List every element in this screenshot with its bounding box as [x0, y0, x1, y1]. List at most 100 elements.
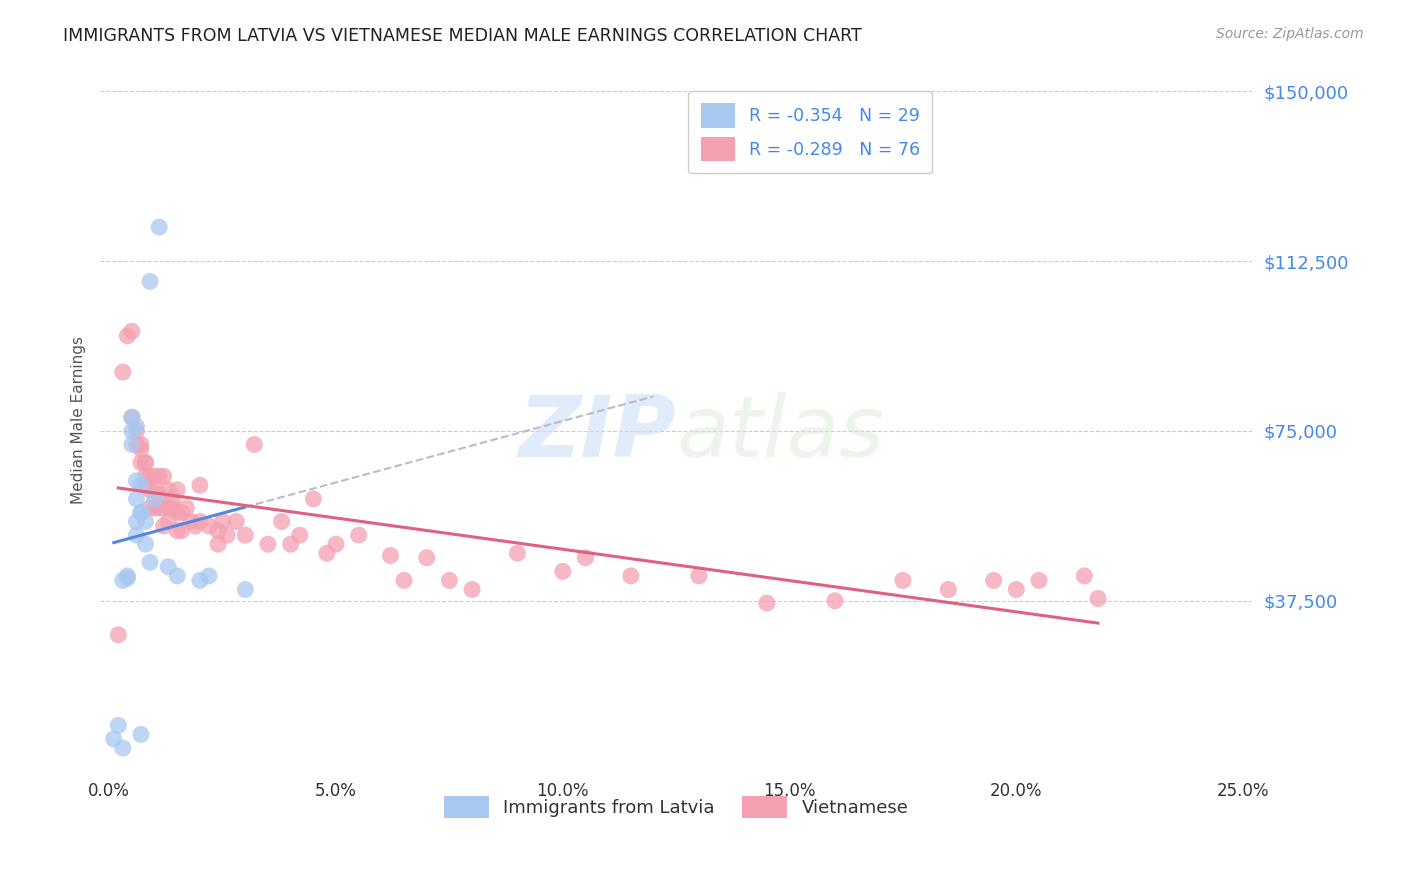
Point: [170, 506, 193, 520]
Point: [157, 483, 180, 497]
Point: [257, 537, 280, 551]
Point: [129, 456, 152, 470]
Point: [143, 469, 166, 483]
Point: [125, 474, 148, 488]
Point: [129, 506, 152, 520]
Point: [121, 437, 143, 451]
Point: [107, 718, 129, 732]
Point: [152, 469, 174, 483]
Point: [207, 524, 229, 538]
Point: [824, 594, 846, 608]
Point: [125, 419, 148, 434]
Point: [392, 574, 415, 588]
Point: [148, 469, 170, 483]
Point: [983, 574, 1005, 588]
Point: [347, 528, 370, 542]
Point: [152, 519, 174, 533]
Point: [688, 569, 710, 583]
Point: [117, 328, 139, 343]
Point: [143, 500, 166, 515]
Point: [107, 628, 129, 642]
Point: [143, 483, 166, 497]
Point: [225, 515, 247, 529]
Point: [166, 569, 188, 583]
Point: [129, 727, 152, 741]
Point: [152, 500, 174, 515]
Point: [280, 537, 302, 551]
Point: [148, 220, 170, 235]
Point: [176, 500, 198, 515]
Point: [134, 456, 156, 470]
Point: [157, 515, 180, 529]
Point: [180, 515, 202, 529]
Point: [755, 596, 778, 610]
Point: [129, 506, 152, 520]
Point: [134, 515, 156, 529]
Point: [125, 437, 148, 451]
Point: [551, 565, 574, 579]
Point: [506, 546, 529, 560]
Point: [121, 410, 143, 425]
Point: [166, 483, 188, 497]
Point: [103, 731, 125, 746]
Point: [129, 442, 152, 456]
Point: [129, 437, 152, 451]
Point: [243, 437, 266, 451]
Point: [207, 537, 229, 551]
Point: [125, 424, 148, 438]
Point: [117, 569, 139, 583]
Text: Source: ZipAtlas.com: Source: ZipAtlas.com: [1216, 27, 1364, 41]
Point: [166, 506, 188, 520]
Point: [121, 324, 143, 338]
Point: [134, 478, 156, 492]
Point: [270, 515, 292, 529]
Point: [188, 574, 211, 588]
Point: [129, 478, 152, 492]
Point: [936, 582, 959, 597]
Point: [143, 491, 166, 506]
Point: [139, 275, 162, 289]
Point: [461, 582, 484, 597]
Point: [1073, 569, 1095, 583]
Point: [1005, 582, 1028, 597]
Point: [188, 478, 211, 492]
Point: [233, 528, 256, 542]
Text: ZIP: ZIP: [519, 392, 676, 475]
Point: [125, 528, 148, 542]
Point: [139, 555, 162, 569]
Point: [217, 528, 239, 542]
Point: [316, 546, 339, 560]
Point: [125, 491, 148, 506]
Point: [574, 550, 596, 565]
Point: [125, 515, 148, 529]
Point: [188, 515, 211, 529]
Point: [1087, 591, 1109, 606]
Point: [439, 574, 461, 588]
Y-axis label: Median Male Earnings: Median Male Earnings: [72, 335, 86, 504]
Point: [157, 559, 180, 574]
Text: IMMIGRANTS FROM LATVIA VS VIETNAMESE MEDIAN MALE EARNINGS CORRELATION CHART: IMMIGRANTS FROM LATVIA VS VIETNAMESE MED…: [63, 27, 862, 45]
Point: [198, 519, 221, 533]
Point: [288, 528, 311, 542]
Point: [325, 537, 347, 551]
Point: [162, 500, 184, 515]
Point: [111, 741, 134, 756]
Text: atlas: atlas: [676, 392, 884, 475]
Point: [380, 549, 402, 563]
Point: [233, 582, 256, 597]
Point: [111, 365, 134, 379]
Point: [166, 524, 188, 538]
Point: [170, 524, 193, 538]
Point: [1028, 574, 1050, 588]
Point: [184, 519, 207, 533]
Point: [111, 574, 134, 588]
Point: [162, 491, 184, 506]
Point: [620, 569, 643, 583]
Point: [139, 469, 162, 483]
Point: [121, 410, 143, 425]
Point: [157, 500, 180, 515]
Point: [139, 500, 162, 515]
Point: [134, 456, 156, 470]
Legend: Immigrants from Latvia, Vietnamese: Immigrants from Latvia, Vietnamese: [437, 789, 915, 825]
Point: [134, 537, 156, 551]
